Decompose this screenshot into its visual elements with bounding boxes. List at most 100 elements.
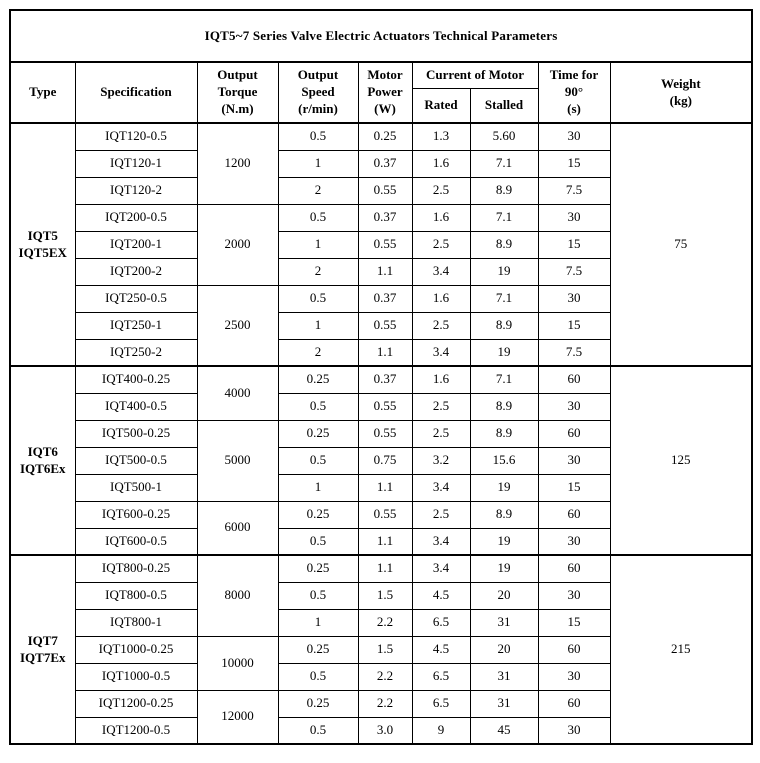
table-row: IQT500-1 1 1.1 3.4 19 15 <box>10 473 752 502</box>
table-row: IQT1200-0.5 0.5 3.0 9 45 30 <box>10 716 752 745</box>
time-cell: 60 <box>537 500 611 529</box>
stalled-current-cell: 8.9 <box>469 500 539 529</box>
col-header-output-torque: Output Torque (N.m) <box>196 61 279 124</box>
rated-current-cell: 3.4 <box>411 473 471 502</box>
speed-cell: 0.5 <box>277 392 359 421</box>
spec-cell: IQT200-2 <box>74 257 198 286</box>
spec-cell: IQT500-0.5 <box>74 446 198 475</box>
speed-cell: 0.5 <box>277 284 359 313</box>
speed-cell: 0.25 <box>277 419 359 448</box>
rated-current-cell: 3.4 <box>411 257 471 286</box>
spec-cell: IQT120-2 <box>74 176 198 205</box>
table-row: IQT800-0.5 0.5 1.5 4.5 20 30 <box>10 581 752 610</box>
spec-cell: IQT250-0.5 <box>74 284 198 313</box>
table-title: IQT5~7 Series Valve Electric Actuators T… <box>9 9 753 63</box>
rated-current-cell: 1.6 <box>411 203 471 232</box>
power-cell: 0.37 <box>357 203 413 232</box>
time-cell: 30 <box>537 392 611 421</box>
torque-cell: 10000 <box>196 635 279 691</box>
torque-cell: 1200 <box>196 122 279 205</box>
title-row: IQT5~7 Series Valve Electric Actuators T… <box>9 9 753 63</box>
spec-cell: IQT200-1 <box>74 230 198 259</box>
time-cell: 15 <box>537 608 611 637</box>
power-cell: 0.25 <box>357 122 413 151</box>
spec-cell: IQT400-0.25 <box>74 365 198 394</box>
col-header-type: Type <box>9 61 76 124</box>
spec-cell: IQT600-0.25 <box>74 500 198 529</box>
stalled-current-cell: 31 <box>469 689 539 718</box>
power-cell: 2.2 <box>357 662 413 691</box>
stalled-current-cell: 20 <box>469 635 539 664</box>
rated-current-cell: 6.5 <box>411 608 471 637</box>
stalled-current-cell: 7.1 <box>469 284 539 313</box>
table-row: IQT7 IQT7Ex IQT800-0.25 8000 0.25 1.1 3.4 19 60… <box>9 554 753 745</box>
time-cell: 30 <box>537 581 611 610</box>
table-row: IQT5 IQT5EX IQT120-0.5 1200 0.5 0.25 1.3 5.60 3… <box>9 122 753 367</box>
power-cell: 2.2 <box>357 689 413 718</box>
speed-cell: 0.25 <box>277 689 359 718</box>
power-cell: 1.5 <box>357 581 413 610</box>
time-cell: 60 <box>537 554 611 583</box>
spec-cell: IQT800-0.5 <box>74 581 198 610</box>
stalled-current-cell: 8.9 <box>469 419 539 448</box>
power-cell: 0.55 <box>357 500 413 529</box>
power-cell: 0.55 <box>357 392 413 421</box>
rated-current-cell: 6.5 <box>411 662 471 691</box>
time-cell: 30 <box>537 122 611 151</box>
stalled-current-cell: 7.1 <box>469 203 539 232</box>
time-cell: 30 <box>537 284 611 313</box>
table-row: IQT250-0.5 2500 0.5 0.37 1.6 7.1 30 <box>10 284 752 367</box>
col-header-stalled: Stalled <box>469 87 539 124</box>
stalled-current-cell: 20 <box>469 581 539 610</box>
col-header-time-for-90: Time for 90° (s) <box>537 61 611 124</box>
time-cell: 30 <box>537 662 611 691</box>
spec-cell: IQT250-2 <box>74 338 198 367</box>
time-cell: 60 <box>537 689 611 718</box>
table-row: IQT1000-0.5 0.5 2.2 6.5 31 30 <box>10 662 752 691</box>
speed-cell: 0.25 <box>277 635 359 664</box>
col-header-current-of-motor: Current of Motor <box>411 61 539 89</box>
col-header-motor-power: Motor Power (W) <box>357 61 413 124</box>
time-cell: 15 <box>537 473 611 502</box>
stalled-current-cell: 19 <box>469 473 539 502</box>
spec-cell: IQT1200-0.5 <box>74 716 198 745</box>
weight-cell: 75 <box>609 122 753 367</box>
stalled-current-cell: 5.60 <box>469 122 539 151</box>
power-cell: 0.37 <box>357 149 413 178</box>
power-cell: 0.37 <box>357 284 413 313</box>
table-row: IQT800-1 1 2.2 6.5 31 15 <box>10 608 752 637</box>
speed-cell: 0.25 <box>277 365 359 394</box>
weight-cell: 125 <box>609 365 753 556</box>
table-row: IQT600-0.25 6000 0.25 0.55 2.5 8.9 60 <box>10 500 752 556</box>
table-row: IQT200-0.5 2000 0.5 0.37 1.6 7.1 30 <box>10 203 752 286</box>
col-header-output-speed: Output Speed (r/min) <box>277 61 359 124</box>
torque-cell: 6000 <box>196 500 279 556</box>
table-row: IQT1000-0.25 10000 0.25 1.5 4.5 20 60 <box>10 635 752 691</box>
rated-current-cell: 1.3 <box>411 122 471 151</box>
torque-cell: 4000 <box>196 365 279 421</box>
speed-cell: 0.5 <box>277 122 359 151</box>
stalled-current-cell: 45 <box>469 716 539 745</box>
speed-cell: 1 <box>277 230 359 259</box>
stalled-current-cell: 8.9 <box>469 392 539 421</box>
table-row: IQT1200-0.25 12000 0.25 2.2 6.5 31 60 <box>10 689 752 745</box>
spec-cell: IQT120-0.5 <box>74 122 198 151</box>
rated-current-cell: 2.5 <box>411 500 471 529</box>
rated-current-cell: 4.5 <box>411 581 471 610</box>
stalled-current-cell: 19 <box>469 554 539 583</box>
speed-cell: 2 <box>277 257 359 286</box>
table-row: IQT120-1 1 0.37 1.6 7.1 15 <box>10 149 752 178</box>
speed-cell: 0.5 <box>277 527 359 556</box>
spec-cell: IQT1200-0.25 <box>74 689 198 718</box>
rated-current-cell: 9 <box>411 716 471 745</box>
header-row-sub: Rated Stalled <box>10 87 752 124</box>
time-cell: 15 <box>537 311 611 340</box>
table-row: IQT600-0.5 0.5 1.1 3.4 19 30 <box>10 527 752 556</box>
rated-current-cell: 4.5 <box>411 635 471 664</box>
torque-cell: 2000 <box>196 203 279 286</box>
rated-current-cell: 2.5 <box>411 392 471 421</box>
parameters-table: IQT5~7 Series Valve Electric Actuators T… <box>9 9 754 745</box>
stalled-current-cell: 7.1 <box>469 365 539 394</box>
stalled-current-cell: 15.6 <box>469 446 539 475</box>
